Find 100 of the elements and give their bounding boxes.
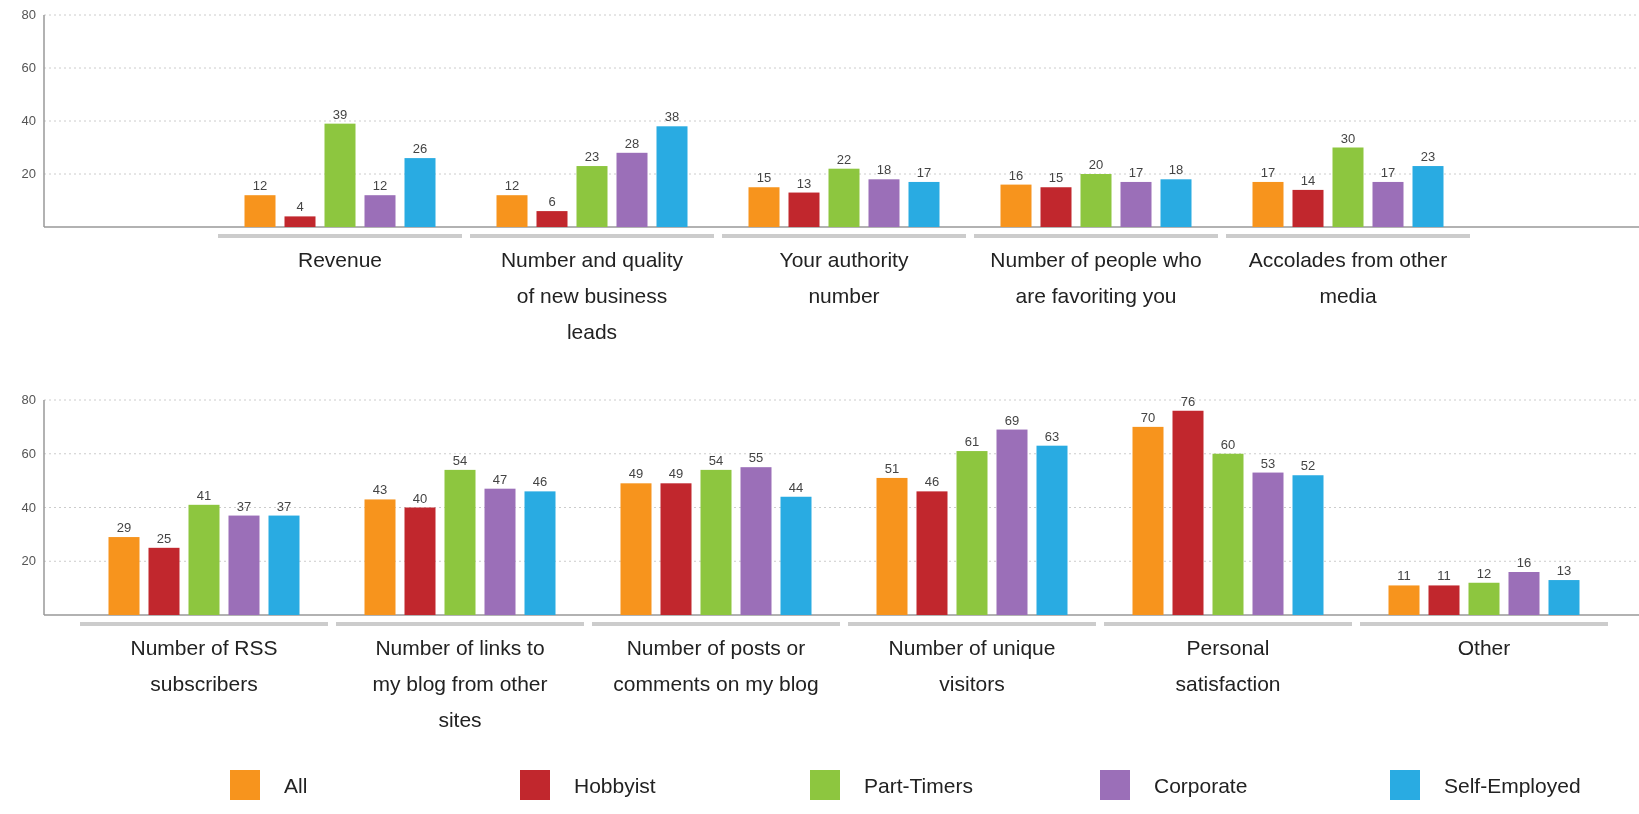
y-tick-label: 80 <box>21 7 36 22</box>
bar <box>1000 184 1032 227</box>
data-label: 40 <box>412 490 428 506</box>
bar <box>576 166 608 227</box>
bar <box>284 216 316 227</box>
legend-label: Corporate <box>1154 774 1248 797</box>
data-label: 38 <box>664 109 680 125</box>
bar <box>748 187 780 227</box>
data-label: 6 <box>548 194 556 210</box>
bar <box>1508 572 1540 615</box>
bar <box>1412 166 1444 227</box>
x-tick-label: Personal satisfaction <box>1175 636 1281 695</box>
data-label: 70 <box>1140 409 1156 425</box>
data-label: 69 <box>1004 412 1020 428</box>
data-label: 15 <box>1048 170 1064 186</box>
bar <box>108 537 140 615</box>
data-label: 13 <box>796 175 812 191</box>
bar <box>268 515 300 615</box>
bar <box>740 467 772 615</box>
data-label: 37 <box>236 498 252 514</box>
data-label: 12 <box>1476 565 1492 581</box>
data-label: 51 <box>884 460 900 476</box>
data-label: 76 <box>1180 393 1196 409</box>
data-label: 20 <box>1088 157 1104 172</box>
y-tick-label: 20 <box>21 166 36 181</box>
bar <box>1468 582 1500 615</box>
data-label: 22 <box>836 151 852 167</box>
data-label: 17 <box>1128 164 1144 180</box>
bar <box>1036 445 1068 615</box>
y-tick-label: 20 <box>21 553 36 569</box>
bar <box>1428 585 1460 615</box>
bar <box>228 515 260 615</box>
data-label: 49 <box>668 466 684 482</box>
bar <box>244 195 276 227</box>
bar <box>1292 189 1324 227</box>
data-label: 16 <box>1516 555 1532 570</box>
data-label: 63 <box>1044 428 1060 444</box>
bar <box>956 451 988 615</box>
bar <box>616 152 648 227</box>
bar <box>364 499 396 615</box>
bar <box>364 195 396 227</box>
bar <box>916 491 948 615</box>
data-label: 53 <box>1260 455 1276 471</box>
y-tick-label: 60 <box>21 60 36 75</box>
data-label: 28 <box>624 135 640 151</box>
bar <box>1372 181 1404 227</box>
data-label: 37 <box>276 498 292 514</box>
bar <box>496 195 528 227</box>
data-label: 54 <box>708 452 724 468</box>
bar <box>1388 585 1420 615</box>
x-tick-label: Number of links to my blog from other sites <box>372 636 548 731</box>
data-label: 49 <box>628 466 644 482</box>
data-label: 14 <box>1300 172 1316 188</box>
data-label: 11 <box>1437 568 1451 584</box>
bar <box>1040 187 1072 227</box>
bar <box>1080 174 1112 227</box>
x-tick-label: Number and quality of new business leads <box>500 248 684 343</box>
data-label: 39 <box>332 106 348 122</box>
bar <box>536 211 568 227</box>
bar <box>404 158 436 227</box>
data-label: 17 <box>1380 164 1396 180</box>
data-label: 52 <box>1300 458 1316 474</box>
data-label: 17 <box>1260 164 1276 180</box>
x-tick-label: Number of people who are favoriting you <box>990 248 1202 307</box>
data-label: 4 <box>296 199 304 215</box>
bar <box>620 483 652 615</box>
data-label: 29 <box>116 520 132 536</box>
x-tick-label: Other <box>1457 636 1511 659</box>
x-tick-label: Number of unique visitors <box>888 636 1056 695</box>
legend-label: All <box>284 774 308 797</box>
x-tick-label: Number of RSS subscribers <box>130 636 278 695</box>
bar <box>1548 580 1580 615</box>
legend-label: Hobbyist <box>574 774 656 797</box>
data-label: 25 <box>156 530 172 546</box>
data-label: 18 <box>1168 162 1184 178</box>
data-label: 30 <box>1340 130 1356 146</box>
bar <box>1212 453 1244 615</box>
data-label: 23 <box>584 149 600 165</box>
data-label: 26 <box>412 141 428 157</box>
bar <box>148 547 180 615</box>
bar <box>788 192 820 227</box>
bar <box>828 168 860 227</box>
data-label: 55 <box>748 450 764 466</box>
data-label: 44 <box>788 479 804 495</box>
bar <box>868 179 900 227</box>
bar <box>780 496 812 615</box>
data-label: 16 <box>1008 167 1024 183</box>
x-tick-label: Accolades from other media <box>1248 248 1448 307</box>
y-tick-label: 60 <box>21 445 36 461</box>
bar <box>1120 181 1152 227</box>
data-label: 61 <box>964 434 980 450</box>
data-label: 11 <box>1397 568 1411 584</box>
x-tick-label: Revenue <box>297 248 383 271</box>
data-label: 47 <box>492 471 508 487</box>
bar <box>876 477 908 615</box>
data-label: 18 <box>876 162 892 178</box>
data-label: 15 <box>756 170 772 186</box>
data-label: 12 <box>252 178 268 194</box>
bar <box>404 507 436 615</box>
data-label: 46 <box>532 474 548 490</box>
